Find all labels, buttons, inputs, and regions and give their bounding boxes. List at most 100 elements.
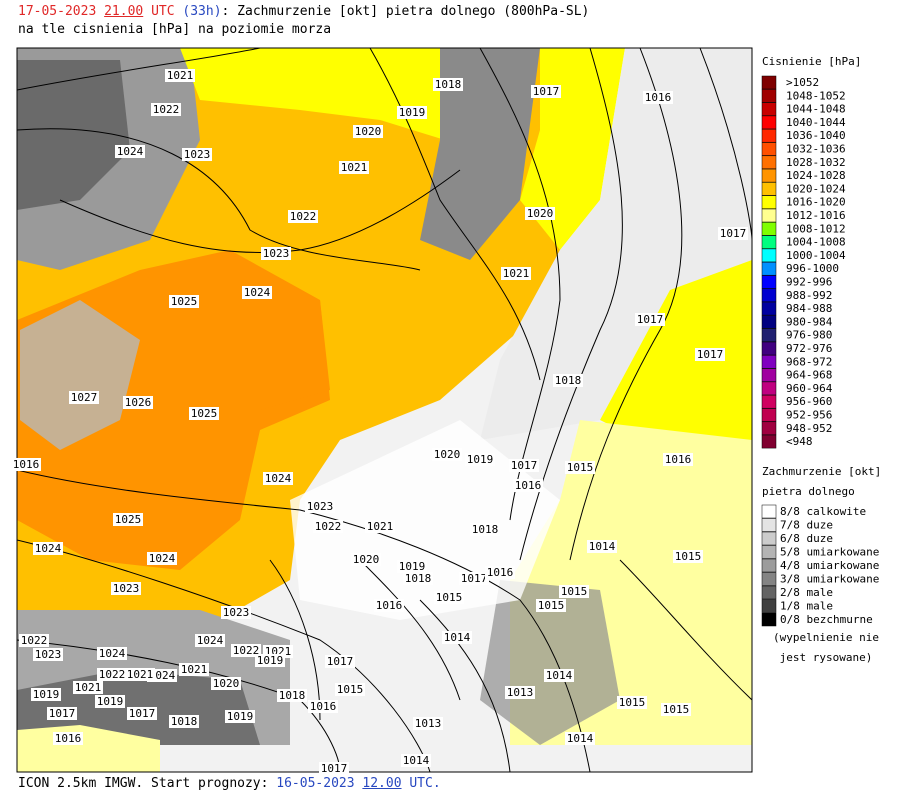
isobar-label-bg (536, 599, 566, 612)
isobar-label-bg (225, 710, 255, 723)
isobar-label: 1016 (665, 453, 692, 466)
legend-label: 7/8 duze (780, 519, 833, 532)
isobar-label-bg (31, 688, 61, 701)
header-line: 17-05-2023 21.00 UTC (33h): Zachmurzenie… (18, 4, 589, 19)
isobar-label: 1018 (279, 689, 306, 702)
isobar-label-bg (353, 125, 383, 138)
isobar-label: 1027 (71, 391, 98, 404)
isobar-label-bg (95, 695, 125, 708)
isobar-label: 1023 (307, 500, 334, 513)
lead: (33h) (182, 4, 222, 19)
isobar-label-bg (125, 668, 155, 681)
legend-label: 1000-1004 (786, 249, 846, 262)
legend-swatch (761, 434, 777, 449)
isobar-label-bg (432, 448, 462, 461)
isobar-label-bg (261, 247, 291, 260)
isobar-label: 1021 (127, 668, 154, 681)
legend-label: 1016-1020 (786, 196, 846, 209)
isobar-label: 1021 (341, 161, 368, 174)
legend-label: >1052 (786, 76, 819, 89)
isobar-label: 1015 (538, 599, 565, 612)
utc: UTC (151, 4, 175, 19)
legend-label: 1020-1024 (786, 182, 846, 195)
legend-swatch (761, 315, 777, 329)
isobar-label-bg (525, 207, 555, 220)
isobar-label: 1025 (171, 295, 198, 308)
isobar-label: 1017 (321, 762, 348, 775)
isobar-label-bg (115, 145, 145, 158)
legend-swatch (761, 558, 777, 573)
footer-line: ICON 2.5km IMGW. Start prognozy: 16-05-2… (18, 776, 441, 791)
isobar-label-bg (617, 696, 647, 709)
isobar-label-bg (33, 648, 63, 661)
isobar-label: 1021 (167, 69, 194, 82)
isobar-label-bg (635, 313, 665, 326)
isobar-label-bg (673, 550, 703, 563)
isobar-label-bg (313, 520, 343, 533)
isobar-label-bg (505, 686, 535, 699)
legend-label: 960-964 (786, 382, 833, 395)
isobar-label-bg (308, 700, 338, 713)
isobar-label-bg (401, 754, 431, 767)
isobar-label: 1019 (33, 688, 60, 701)
legend-swatch (761, 182, 777, 196)
legend-swatch (761, 301, 777, 316)
isobar-label: 1016 (310, 700, 337, 713)
isobar-label-bg (403, 572, 433, 585)
isobar-label-bg (33, 542, 63, 555)
isobar-label: 1019 (399, 106, 426, 119)
isobar-label-bg (339, 161, 369, 174)
start-utc: UTC. (409, 776, 441, 791)
isobar-label: 1018 (472, 523, 499, 536)
title: : Zachmurzenie [okt] pietra dolnego (800… (221, 4, 590, 19)
isobar-label-bg (509, 459, 539, 472)
legend-label: 0/8 bezchmurne (780, 613, 873, 626)
legend-label: 1028-1032 (786, 156, 846, 169)
isobar-label-bg (255, 654, 285, 667)
legend-label: 996-1000 (786, 262, 839, 275)
map-frame (16, 47, 753, 773)
legend-label: 1032-1036 (786, 143, 846, 156)
isobar-label-bg (19, 634, 49, 647)
isobar-label-bg (434, 591, 464, 604)
isobar-label: 1017 (129, 707, 156, 720)
isobar-label-bg (397, 106, 427, 119)
isobar-label-bg (718, 227, 748, 240)
isobar-label-bg (325, 655, 355, 668)
isobar-label-bg (544, 669, 574, 682)
legend-swatch (761, 222, 777, 236)
start-date: 16-05-2023 (276, 776, 355, 791)
legend-label: 1048-1052 (786, 89, 846, 102)
legend-swatch (761, 75, 777, 90)
isobar-label: 1014 (444, 631, 471, 644)
isobar-label: 1017 (511, 459, 538, 472)
legend-label: 992-996 (786, 276, 832, 289)
isobar-label-bg (147, 552, 177, 565)
isobar-label: 1023 (184, 148, 211, 161)
isobar-label: 1015 (675, 550, 702, 563)
isobar-label-bg (69, 391, 99, 404)
legend-label: 1040-1044 (786, 116, 846, 129)
legend-swatch (761, 275, 777, 289)
legend-swatch (761, 288, 777, 303)
isobar-label: 1019 (399, 560, 426, 573)
isobar-label: 1025 (191, 407, 218, 420)
isobar-label-bg (661, 703, 691, 716)
isobar-label: 1014 (403, 754, 430, 767)
legend-swatch (761, 195, 777, 209)
legend-swatch (761, 142, 777, 156)
isobar-label-bg (277, 689, 307, 702)
legend-label: 988-992 (786, 289, 832, 302)
legend-label: <948 (786, 435, 813, 448)
isobar-label: 1014 (567, 732, 594, 745)
legend-label: 1008-1012 (786, 222, 846, 235)
legend-label: 8/8 calkowite (780, 505, 866, 518)
isobar-label-bg (221, 606, 251, 619)
isobar-label-bg (263, 472, 293, 485)
isobar-label: 1018 (555, 374, 582, 387)
legend-label: 948-952 (786, 422, 832, 435)
isobar-label: 1017 (637, 313, 664, 326)
legend-swatch (761, 168, 777, 183)
